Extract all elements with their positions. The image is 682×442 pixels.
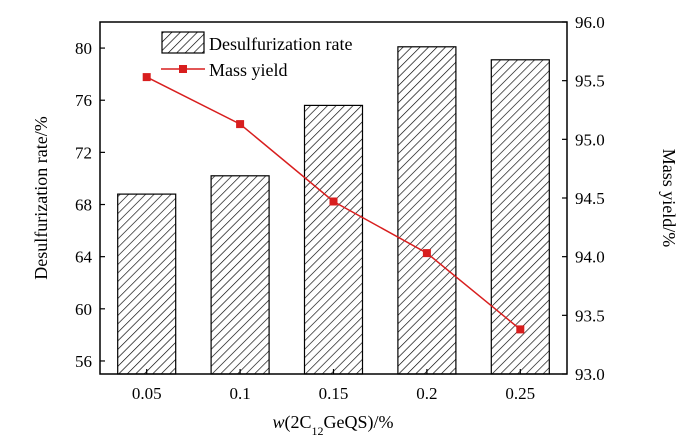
bars-layer [117,46,550,375]
bar-0.1 [210,175,270,375]
bar-0.15 [303,104,364,375]
left-y-tick-label: 76 [75,91,92,110]
bar-0.25 [490,59,550,375]
right-y-tick-label: 93.5 [575,306,605,325]
legend: Desulfurization rate Mass yield [161,31,352,80]
left-y-axis-label: Desulfurization rate/% [31,116,51,279]
legend-line-label: Mass yield [209,60,288,80]
right-y-axis-label: Mass yield/% [659,149,679,248]
left-y-axis: 56 60 64 68 72 76 80 [75,39,105,371]
line-layer [142,73,525,334]
x-axis: 0.05 0.1 0.15 0.2 0.25 [132,369,535,403]
bar-0.2 [397,46,457,375]
right-y-tick-label: 95.5 [575,72,605,91]
left-y-tick-label: 64 [75,248,93,267]
left-y-tick-label: 68 [75,196,92,215]
left-y-tick-label: 72 [75,143,92,162]
legend-bar-label: Desulfurization rate [209,34,352,54]
right-y-tick-label: 94.0 [575,248,605,267]
right-y-tick-label: 95.0 [575,130,605,149]
right-y-axis: 93.0 93.5 94.0 94.5 95.0 95.5 96.0 [562,13,605,384]
left-y-tick-label: 60 [75,300,92,319]
right-y-tick-label: 96.0 [575,13,605,32]
right-y-tick-label: 94.5 [575,189,605,208]
bar-0.05 [117,193,177,375]
mass-yield-point-0.25 [516,325,525,334]
x-axis-label: w(2C12GeQS)/% [272,412,393,438]
mass-yield-point-0.1 [236,120,245,129]
x-tick-label: 0.25 [505,384,535,403]
x-tick-label: 0.05 [132,384,162,403]
x-tick-label: 0.1 [229,384,250,403]
right-y-tick-label: 93.0 [575,365,605,384]
left-y-tick-label: 56 [75,352,92,371]
mass-yield-point-0.05 [142,73,151,82]
x-tick-label: 0.15 [319,384,349,403]
mass-yield-point-0.2 [422,249,431,258]
legend-bar-swatch [161,31,205,54]
mass-yield-point-0.15 [329,197,338,206]
left-y-tick-label: 80 [75,39,92,58]
legend-line-marker [179,65,187,73]
x-tick-label: 0.2 [416,384,437,403]
